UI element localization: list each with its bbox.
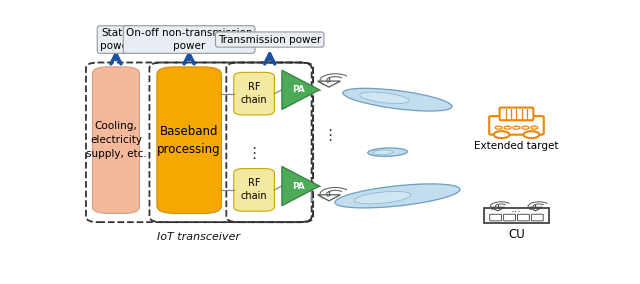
Text: ⋮: ⋮ — [322, 128, 337, 143]
FancyBboxPatch shape — [92, 67, 140, 213]
Text: ···: ··· — [511, 207, 522, 217]
Circle shape — [524, 131, 540, 138]
FancyBboxPatch shape — [500, 108, 533, 120]
Circle shape — [495, 126, 502, 129]
FancyBboxPatch shape — [490, 214, 502, 221]
Text: PA: PA — [292, 85, 305, 94]
Ellipse shape — [373, 150, 393, 155]
Text: Transmission power: Transmission power — [218, 35, 321, 45]
Text: Cooling,
electricity
supply, etc.: Cooling, electricity supply, etc. — [86, 121, 147, 159]
Circle shape — [504, 126, 511, 129]
Text: CU: CU — [508, 227, 525, 241]
FancyBboxPatch shape — [157, 67, 221, 213]
Text: Extended target: Extended target — [474, 141, 559, 151]
Text: RF
chain: RF chain — [241, 178, 268, 201]
Ellipse shape — [368, 148, 407, 156]
FancyBboxPatch shape — [518, 214, 529, 221]
FancyBboxPatch shape — [489, 116, 544, 135]
Polygon shape — [282, 166, 319, 206]
FancyBboxPatch shape — [484, 208, 548, 223]
Ellipse shape — [343, 88, 452, 111]
Circle shape — [522, 126, 529, 129]
Text: IoT transceiver: IoT transceiver — [157, 232, 241, 242]
Ellipse shape — [355, 191, 411, 204]
Text: ⋮: ⋮ — [246, 146, 262, 161]
Circle shape — [531, 126, 538, 129]
Polygon shape — [282, 70, 319, 110]
Text: Static
power: Static power — [100, 28, 132, 51]
Ellipse shape — [335, 184, 460, 208]
FancyBboxPatch shape — [504, 214, 515, 221]
FancyBboxPatch shape — [234, 169, 275, 211]
Circle shape — [513, 126, 520, 129]
FancyBboxPatch shape — [531, 214, 543, 221]
Text: PA: PA — [292, 181, 305, 191]
Ellipse shape — [360, 92, 409, 104]
Text: On-off non-transmission
power: On-off non-transmission power — [126, 28, 252, 51]
FancyBboxPatch shape — [234, 72, 275, 115]
Circle shape — [493, 131, 509, 138]
Text: RF
chain: RF chain — [241, 82, 268, 105]
Text: Baseband
processing: Baseband processing — [157, 125, 221, 156]
